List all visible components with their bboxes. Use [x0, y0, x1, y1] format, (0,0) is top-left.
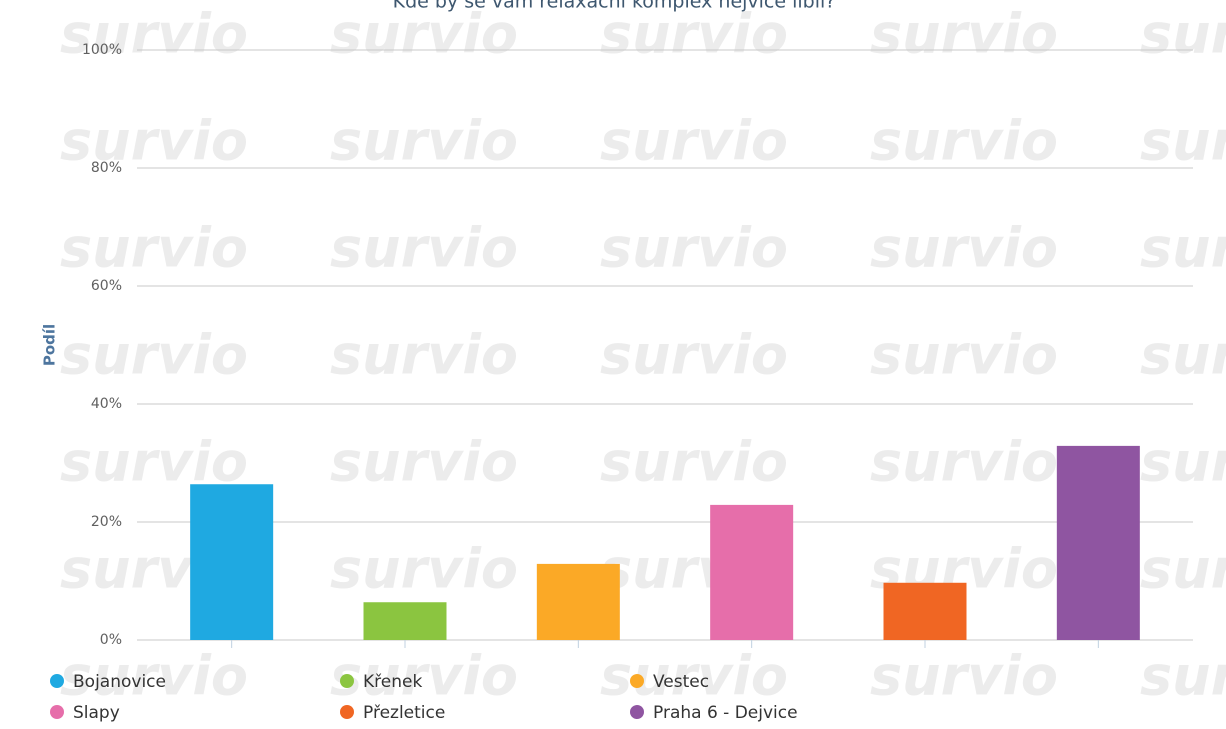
watermark: survio — [600, 645, 788, 708]
watermark: survio — [1140, 538, 1226, 601]
watermark: survio — [60, 110, 248, 173]
watermark: survio — [330, 110, 518, 173]
watermark: survio — [870, 431, 1058, 494]
watermark: survio — [330, 431, 518, 494]
watermark: survio — [870, 217, 1058, 280]
watermark: survio — [600, 324, 788, 387]
y-axis-label: Podíl — [41, 324, 59, 366]
watermark: survio — [330, 3, 518, 66]
watermark: survio — [60, 645, 248, 708]
watermark: survio — [60, 217, 248, 280]
bar — [363, 602, 447, 640]
bar — [536, 563, 620, 640]
watermark: survio — [60, 431, 248, 494]
watermark: survio — [1140, 645, 1226, 708]
bar — [1056, 445, 1140, 640]
bar — [190, 484, 274, 640]
watermark: survio — [330, 645, 518, 708]
watermark: survio — [870, 645, 1058, 708]
watermark: survio — [870, 3, 1058, 66]
watermark: survio — [600, 431, 788, 494]
legend-label: Praha 6 - Dejvice — [653, 703, 798, 723]
legend-marker — [340, 674, 354, 688]
watermark: survio — [60, 324, 248, 387]
y-tick-label: 60% — [91, 278, 122, 294]
chart-title: Kde by se vám relaxační komplex nejvíce … — [393, 0, 836, 13]
watermark: survio — [1140, 3, 1226, 66]
legend-label: Vestec — [653, 672, 709, 692]
y-tick-label: 20% — [91, 514, 122, 530]
y-tick-label: 40% — [91, 396, 122, 412]
watermark: survio — [1140, 431, 1226, 494]
watermark: survio — [870, 110, 1058, 173]
watermark: survio — [330, 538, 518, 601]
watermark: survio — [600, 217, 788, 280]
legend-marker — [50, 674, 64, 688]
legend-label: Přezletice — [363, 703, 445, 723]
legend-marker — [630, 674, 644, 688]
watermark: survio — [330, 324, 518, 387]
legend-label: Slapy — [73, 703, 120, 723]
watermark: survio — [1140, 217, 1226, 280]
y-tick-label: 100% — [82, 42, 122, 58]
legend-marker — [630, 705, 644, 719]
watermark: survio — [330, 217, 518, 280]
bar — [710, 504, 794, 640]
legend-marker — [50, 705, 64, 719]
watermark: survio — [60, 3, 248, 66]
watermark: survio — [1140, 110, 1226, 173]
legend-marker — [340, 705, 354, 719]
legend-label: Křenek — [363, 672, 422, 692]
watermark: survio — [600, 110, 788, 173]
y-tick-label: 80% — [91, 160, 122, 176]
watermark: survio — [870, 324, 1058, 387]
watermark: survio — [1140, 324, 1226, 387]
y-tick-label: 0% — [100, 632, 122, 648]
watermark: survio — [600, 3, 788, 66]
bar — [883, 582, 967, 640]
legend-label: Bojanovice — [73, 672, 166, 692]
